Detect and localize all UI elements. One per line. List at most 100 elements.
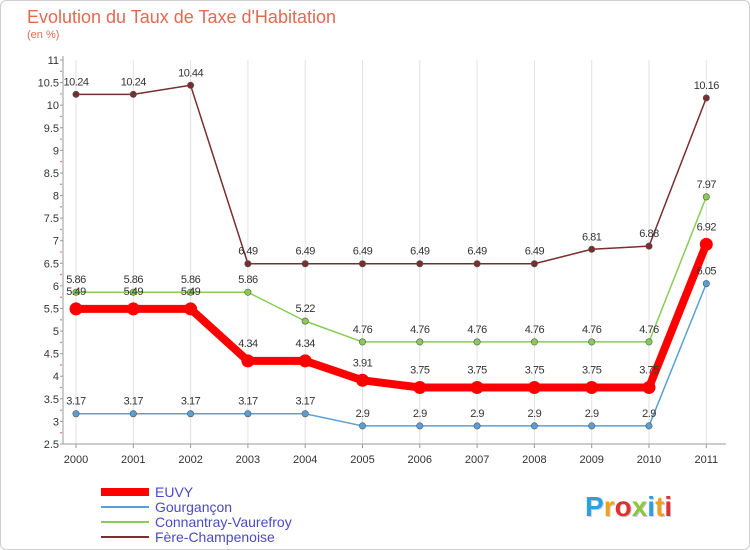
data-label: 4.76 — [525, 324, 545, 336]
logo-letter: i — [647, 491, 656, 522]
data-point — [187, 288, 195, 296]
data-label: 5.49 — [66, 286, 86, 298]
y-tick-label: 6 — [53, 281, 59, 293]
data-label: 10.16 — [694, 80, 719, 92]
data-point — [187, 81, 195, 89]
data-label: 4.76 — [582, 324, 602, 336]
series-line — [75, 282, 708, 427]
data-label: 6.49 — [238, 246, 258, 258]
y-minor-tick — [60, 70, 62, 73]
series-line — [75, 84, 708, 265]
data-label: 6.05 — [697, 266, 717, 278]
data-label: 3.17 — [181, 396, 201, 408]
data-point — [645, 338, 653, 346]
y-minor-tick — [60, 183, 62, 186]
y-tick-label: 7.5 — [44, 213, 59, 225]
y-minor-tick — [60, 228, 62, 231]
data-point — [298, 354, 312, 368]
data-label: 6.92 — [697, 221, 717, 233]
data-label: 6.49 — [295, 246, 315, 258]
data-point — [416, 260, 424, 268]
data-label: 3.17 — [238, 396, 258, 408]
logo-letter: o — [614, 491, 632, 522]
data-label: 5.86 — [124, 274, 144, 286]
y-tick-label: 4.5 — [44, 349, 59, 361]
data-point — [530, 422, 538, 430]
data-point — [301, 317, 309, 325]
data-point — [241, 354, 255, 368]
y-minor-tick — [60, 318, 62, 321]
y-tick-label: 9.5 — [44, 123, 59, 135]
data-point — [588, 338, 596, 346]
data-point — [358, 260, 366, 268]
data-point — [702, 280, 710, 288]
data-label: 10.44 — [178, 67, 203, 79]
logo-letter: r — [603, 491, 615, 522]
y-minor-tick — [60, 206, 62, 208]
data-point — [530, 260, 538, 268]
data-point — [69, 302, 83, 316]
data-label: 3.17 — [124, 396, 144, 408]
y-tick-label: 10.5 — [38, 78, 59, 90]
data-point — [72, 410, 80, 418]
data-point — [129, 410, 137, 418]
data-point — [129, 90, 137, 98]
logo-letter: i — [664, 491, 673, 522]
data-point — [72, 288, 80, 296]
y-tick-label: 9 — [53, 145, 59, 157]
data-point — [473, 338, 481, 346]
data-label: 10.24 — [63, 76, 88, 88]
data-label: 3.75 — [525, 365, 545, 377]
y-minor-tick — [60, 93, 62, 95]
legend-swatch — [101, 488, 149, 496]
data-label: 3.75 — [639, 365, 659, 377]
x-tick-label: 2007 — [465, 454, 489, 466]
data-label: 2.9 — [528, 408, 542, 420]
y-minor-tick — [60, 115, 62, 118]
chart-title: Evolution du Taux de Taxe d'Habitation — [27, 7, 336, 27]
data-label: 6.49 — [467, 246, 487, 258]
legend-swatch — [101, 536, 149, 538]
data-point — [129, 288, 137, 296]
y-minor-tick — [60, 160, 62, 163]
legend-label: Fère-Champenoise — [155, 529, 275, 545]
data-label: 3.17 — [66, 396, 86, 408]
x-tick-label: 2006 — [408, 454, 432, 466]
data-point — [413, 381, 427, 395]
data-point — [645, 242, 653, 250]
legend-swatch — [101, 506, 149, 508]
legend-swatch — [101, 521, 149, 523]
data-label: 2.9 — [470, 408, 484, 420]
y-minor-tick — [60, 386, 62, 389]
data-point — [184, 302, 198, 316]
data-point — [187, 410, 195, 418]
legend-label: EUVY — [155, 484, 194, 500]
data-label: 5.49 — [124, 286, 144, 298]
data-point — [702, 193, 710, 201]
data-point — [72, 90, 80, 98]
legend-label: Gourgançon — [155, 499, 233, 515]
data-point — [530, 338, 538, 346]
data-label: 5.86 — [181, 274, 201, 286]
data-label: 7.97 — [697, 179, 717, 191]
series-line — [72, 240, 711, 392]
x-tick-label: 2011 — [694, 454, 718, 466]
data-point — [358, 338, 366, 346]
y-minor-tick — [60, 364, 62, 366]
data-label: 6.88 — [639, 228, 659, 240]
data-point — [588, 245, 596, 253]
data-point — [244, 410, 252, 418]
y-minor-tick — [60, 138, 62, 140]
data-label: 10.24 — [121, 76, 146, 88]
y-tick-label: 5.5 — [44, 303, 59, 315]
y-tick-label: 2.5 — [44, 439, 59, 451]
data-label: 4.76 — [467, 324, 487, 336]
y-minor-tick — [60, 273, 62, 276]
data-label: 5.22 — [295, 303, 315, 315]
data-point — [588, 422, 596, 430]
data-label: 3.75 — [467, 365, 487, 377]
data-label: 6.81 — [582, 231, 602, 243]
x-tick-label: 2009 — [579, 454, 603, 466]
